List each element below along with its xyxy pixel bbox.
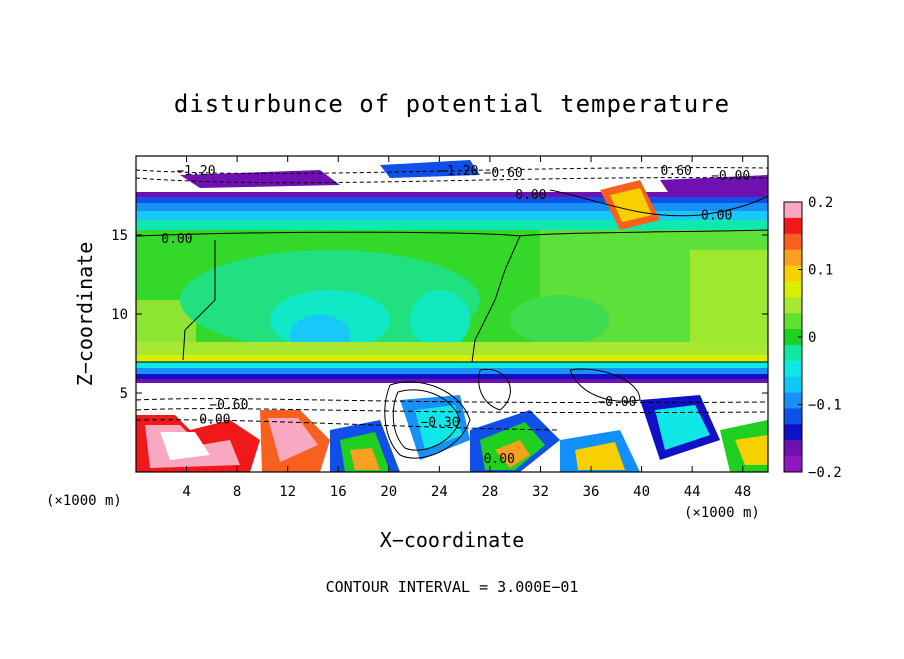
- contour-interval-footer: CONTOUR INTERVAL = 3.000E−01: [326, 578, 579, 596]
- colorbar-swatch: [784, 249, 802, 267]
- x-unit-left: (×1000 m): [46, 493, 122, 509]
- colorbar-swatch: [784, 265, 802, 282]
- colorbar: 0.2 0.1 0 −0.1 −0.2: [783, 195, 842, 481]
- x-tick-label: 36: [583, 484, 600, 500]
- x-unit-right: (×1000 m): [684, 505, 760, 521]
- contour-labels: −1.20 −1.20 −0.60 0.60 −0.000.000.000.00−0.6…: [161, 164, 750, 467]
- y-axis-label: Z−coordinate: [73, 242, 97, 387]
- x-tick-label: 16: [330, 484, 347, 500]
- x-tick-label: 12: [279, 484, 296, 500]
- chart-title: disturbunce of potential temperature: [174, 90, 730, 118]
- colorbar-swatch: [784, 202, 802, 219]
- colorbar-swatch: [784, 440, 802, 457]
- y-axis-ticks: 5 10 15: [111, 228, 768, 402]
- x-tick-label: 48: [734, 484, 751, 500]
- x-tick-label: 8: [233, 484, 241, 500]
- colorbar-tick-label: 0.1: [808, 263, 833, 279]
- contour-label: 0.00: [701, 208, 732, 223]
- contour-label: 0.60: [661, 164, 692, 179]
- contour-label: −0.60: [209, 398, 248, 413]
- colorbar-swatch: [784, 297, 802, 314]
- contour-label: 0.00: [484, 452, 515, 467]
- colorbar-swatch: [784, 392, 802, 409]
- colorbar-swatch: [784, 344, 802, 362]
- x-axis-label: X−coordinate: [380, 528, 525, 552]
- contour-label: −1.20: [176, 164, 215, 179]
- colorbar-tick-label: 0.2: [808, 195, 833, 211]
- x-tick-label: 4: [182, 484, 190, 500]
- colorbar-swatch: [784, 233, 802, 251]
- colorbar-tick-label: −0.2: [808, 465, 842, 481]
- contour-label: 0.00: [161, 232, 192, 247]
- x-tick-label: 44: [684, 484, 701, 500]
- x-tick-label: 28: [481, 484, 498, 500]
- colorbar-swatch: [784, 329, 802, 346]
- contour-label: 0.00: [515, 188, 546, 203]
- y-tick-label: 15: [111, 228, 128, 244]
- x-tick-label: 20: [380, 484, 397, 500]
- colorbar-swatch: [784, 281, 802, 298]
- y-tick-label: 10: [111, 307, 128, 323]
- x-axis-ticks: 4 8 12 16 20 24 28 32 36 40 44 48: [182, 156, 751, 500]
- x-tick-label: 32: [532, 484, 549, 500]
- x-tick-label: 24: [431, 484, 448, 500]
- contour-label: −1.20: [439, 164, 478, 179]
- contour-label: −0.00: [597, 395, 636, 410]
- contour-label: −0.30: [420, 415, 459, 430]
- y-tick-label: 5: [120, 386, 128, 402]
- colorbar-swatch: [784, 217, 802, 235]
- colorbar-swatch: [784, 408, 802, 425]
- colorbar-swatch: [784, 313, 802, 330]
- contour-label: −0.00: [711, 169, 750, 184]
- colorbar-swatch: [784, 424, 802, 441]
- colorbar-tick-label: 0: [808, 330, 816, 346]
- heatmap-field: [136, 156, 768, 472]
- colorbar-swatch: [784, 360, 802, 378]
- colorbar-swatch: [784, 376, 802, 394]
- contour-label: 0.00: [199, 412, 230, 427]
- colorbar-tick-label: −0.1: [808, 398, 842, 414]
- contour-lines: [136, 167, 768, 459]
- colorbar-swatch: [784, 456, 802, 473]
- contour-label: −0.60: [484, 166, 523, 181]
- x-tick-label: 40: [633, 484, 650, 500]
